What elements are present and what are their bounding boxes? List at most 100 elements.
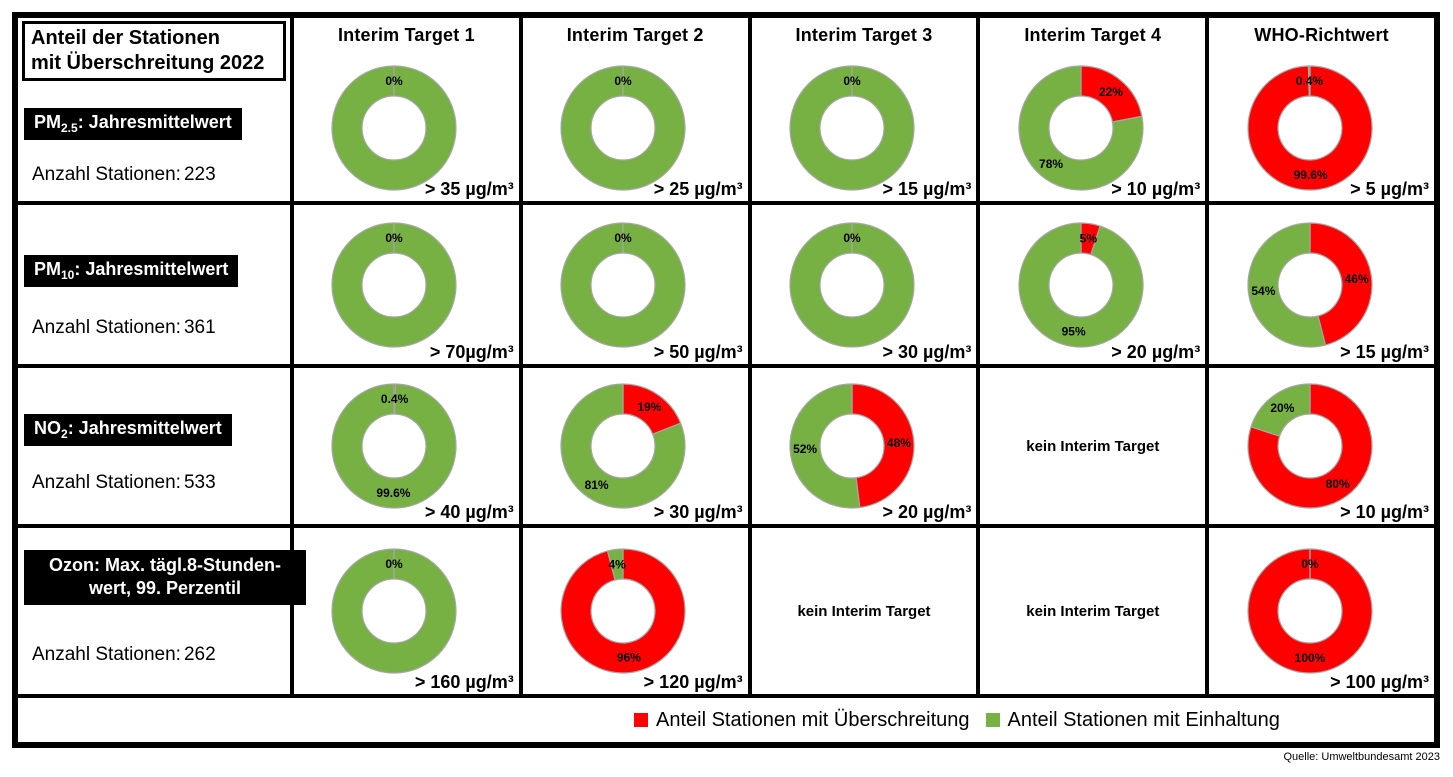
donut-chart: 96% 4% <box>560 548 686 674</box>
threshold-label: > 160 µg/m³ <box>414 672 514 692</box>
chart-cell: 19% 81% > 30 µg/m³ <box>522 368 748 524</box>
donut-wrap: 5% 95% <box>1008 205 1154 364</box>
chart-cell: Interim Target 3 0% > 15 µg/m³ <box>751 18 977 201</box>
station-count-value: 361 <box>183 317 216 338</box>
chart-cell: WHO-Richtwert 99.6% 0.4% > 5 µg/m³ <box>1209 18 1434 201</box>
row-label-cell: Ozon: Max. tägl.8-Stunden-wert, 99. Perz… <box>18 528 306 694</box>
pollutant-subscript: 10 <box>61 268 75 282</box>
row-label-cell: PM10: Jahresmittelwert Anzahl Stationen: 3… <box>18 205 290 364</box>
donut-chart: 46% 54% <box>1247 221 1373 348</box>
donut-chart: 19% 81% <box>560 383 686 509</box>
slice-label: 0.4% <box>1295 74 1323 88</box>
donut-chart: 0% <box>331 65 457 191</box>
donut-chart: 0.4% 99.6% <box>331 383 457 509</box>
slice-label: 46% <box>1344 272 1368 286</box>
donut-wrap: 46% 54% <box>1237 205 1383 364</box>
slice-label: 52% <box>793 442 817 456</box>
chart-cell: Interim Target 4 22% 78% > 10 µg/m³ <box>980 18 1206 201</box>
donut-wrap: 100% 0% <box>1237 528 1383 694</box>
threshold-label: > 15 µg/m³ <box>1340 342 1429 362</box>
chart-cell: 100% 0% > 100 µg/m³ <box>1209 528 1434 694</box>
donut-wrap: 0% <box>321 55 467 201</box>
slice-label: 0% <box>843 74 861 88</box>
legend-swatch-comply-icon <box>985 713 1000 727</box>
donut-chart: 48% 52% <box>789 383 915 509</box>
legend-swatch-exceed-icon <box>634 713 648 727</box>
donut-wrap: 0.4% 99.6% <box>321 368 467 524</box>
chart-cell: 0% > 70µg/m³ <box>294 205 519 364</box>
donut-wrap: 80% 20% <box>1237 368 1383 524</box>
threshold-label: > 20 µg/m³ <box>882 502 972 522</box>
donut-chart: 22% 78% <box>1018 65 1144 191</box>
threshold-label: > 100 µg/m³ <box>1330 672 1429 692</box>
donut-chart: 0% <box>560 65 686 191</box>
donut-wrap: 0% <box>550 205 696 364</box>
table-frame: Anteil der Stationen mit Überschreitung 2… <box>12 12 1440 748</box>
slice-label: 0.4% <box>381 392 409 406</box>
donut-chart: 0% <box>331 548 457 674</box>
donut-grid: Anteil der Stationen mit Überschreitung 2… <box>18 18 1434 694</box>
slice-label: 5% <box>1079 231 1097 245</box>
chart-cell: kein Interim Target <box>980 368 1206 524</box>
threshold-label: > 10 µg/m³ <box>1111 179 1201 199</box>
slice-label: 99.6% <box>377 486 411 500</box>
station-count: Anzahl Stationen: 533 <box>32 472 216 493</box>
pollutant-label: PM2.5: Jahresmittelwert <box>24 108 242 140</box>
chart-cell: 0% > 50 µg/m³ <box>522 205 748 364</box>
threshold-label: > 70µg/m³ <box>429 342 514 362</box>
donut-wrap: 48% 52% <box>779 368 925 524</box>
donut-chart: 0% <box>560 221 686 348</box>
donut-chart: 100% 0% <box>1246 548 1373 674</box>
station-count: Anzahl Stationen: 223 <box>32 164 216 185</box>
slice-label: 0% <box>1301 557 1319 571</box>
pollutant-label: PM10: Jahresmittelwert <box>24 255 239 287</box>
pollutant-label: NO2: Jahresmittelwert <box>24 414 232 446</box>
pollutant-label: Ozon: Max. tägl.8-Stunden-wert, 99. Perz… <box>24 550 306 606</box>
legend-label-comply: Anteil Stationen mit Einhaltung <box>1007 708 1280 731</box>
donut-chart: 99.6% 0.4% <box>1247 65 1373 191</box>
chart-cell: 0% > 160 µg/m³ <box>294 528 519 694</box>
slice-label: 19% <box>638 400 662 414</box>
chart-cell: 80% 20% > 10 µg/m³ <box>1209 368 1434 524</box>
donut-chart: 5% 95% <box>1018 221 1144 348</box>
column-header: Interim Target 2 <box>566 25 704 45</box>
slice-label: 81% <box>585 478 609 492</box>
slice-label: 48% <box>887 436 911 450</box>
chart-cell: Interim Target 1 0% > 35 µg/m³ <box>294 18 519 201</box>
slice-label: 20% <box>1270 401 1294 415</box>
donut-chart: 0% <box>789 221 915 348</box>
threshold-label: > 10 µg/m³ <box>1340 502 1429 522</box>
no-interim-target-label: kein Interim Target <box>797 602 931 620</box>
slice-label: 80% <box>1325 477 1349 491</box>
donut-wrap: 22% 78% <box>1008 55 1154 201</box>
chart-title-line1: Anteil der Stationen <box>31 27 220 49</box>
threshold-label: > 15 µg/m³ <box>882 179 972 199</box>
threshold-label: > 30 µg/m³ <box>882 342 972 362</box>
threshold-label: > 5 µg/m³ <box>1350 179 1429 199</box>
donut-wrap: 0% <box>779 55 925 201</box>
source-note: Quelle: Umweltbundesamt 2023 <box>1283 751 1440 763</box>
slice-label: 0% <box>615 231 633 245</box>
column-header: Interim Target 1 <box>337 25 475 45</box>
pollutant-subscript: 2 <box>61 427 68 441</box>
legend-item-exceed: Anteil Stationen mit Überschreitung <box>634 709 970 732</box>
donut-wrap: 99.6% 0.4% <box>1237 55 1383 201</box>
chart-cell: 5% 95% > 20 µg/m³ <box>980 205 1206 364</box>
threshold-label: > 35 µg/m³ <box>424 179 514 199</box>
threshold-label: > 25 µg/m³ <box>653 179 743 199</box>
station-count-value: 223 <box>183 164 216 185</box>
chart-title-line2: mit Überschreitung 2022 <box>31 51 265 74</box>
slice-label: 4% <box>609 557 627 571</box>
slice-label: 99.6% <box>1293 168 1327 182</box>
chart-cell: 0.4% 99.6% > 40 µg/m³ <box>294 368 519 524</box>
slice-label: 0% <box>843 231 861 245</box>
chart-cell: 0% > 30 µg/m³ <box>751 205 977 364</box>
threshold-label: > 30 µg/m³ <box>653 502 743 522</box>
donut-wrap: 0% <box>321 205 467 364</box>
station-count-value: 262 <box>183 644 216 665</box>
donut-chart: 80% 20% <box>1246 383 1373 509</box>
donut-wrap: 19% 81% <box>550 368 696 524</box>
donut-wrap: 0% <box>779 205 925 364</box>
slice-label: 96% <box>617 651 641 665</box>
threshold-label: > 120 µg/m³ <box>643 672 743 692</box>
